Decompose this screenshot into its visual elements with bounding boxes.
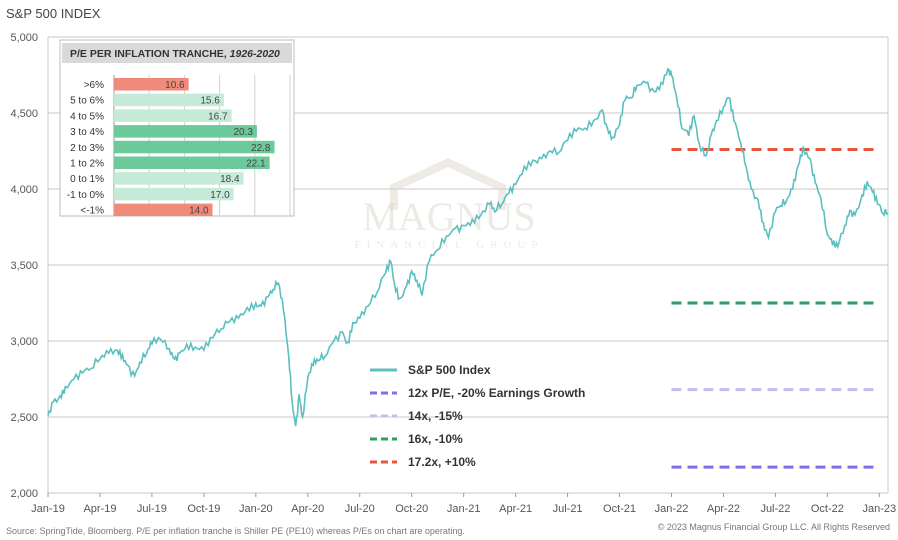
legend: S&P 500 Index 12x P/E, -20% Earnings Grow… <box>370 363 585 469</box>
inset-value-label: 22.8 <box>251 143 271 154</box>
y-axis: 2,000 2,500 3,000 3,500 4,000 4,500 5,000 <box>10 32 38 500</box>
watermark-logo: MAGNUS FINANCIAL GROUP <box>355 158 544 251</box>
inset-title-bg <box>62 43 292 63</box>
legend-label: 16x, -10% <box>408 432 463 446</box>
inset-bar <box>114 140 275 154</box>
inset-value-label: 15.6 <box>200 96 220 107</box>
y-gridlines <box>47 36 889 494</box>
x-tick-label: Oct-20 <box>395 503 428 515</box>
inset-value-label: 20.3 <box>233 127 253 138</box>
chart-title: S&P 500 INDEX <box>6 6 101 21</box>
y-tick-label: 4,500 <box>10 108 38 120</box>
legend-label: 17.2x, +10% <box>408 455 476 469</box>
x-tick-label: Jul-19 <box>137 503 167 515</box>
y-tick-label: 3,000 <box>10 336 38 348</box>
inset-bar <box>114 203 213 217</box>
inset-bar <box>114 172 244 185</box>
watermark-subtitle: FINANCIAL GROUP <box>355 239 544 251</box>
inset-category-label: 0 to 1% <box>70 174 104 185</box>
x-tick-label: Oct-19 <box>187 503 220 515</box>
source-note: Source: SpringTide, Bloomberg. P/E per i… <box>6 526 465 536</box>
inset-category-label: >6% <box>84 80 104 91</box>
inset-category-label: <-1% <box>80 206 104 217</box>
inset-title: P/E PER INFLATION TRANCHE, 1926-2020 <box>70 48 280 60</box>
y-tick-label: 4,000 <box>10 184 38 196</box>
x-tick-label: Jul-22 <box>760 503 790 515</box>
inset-bar <box>114 78 189 91</box>
inset-value-label: 16.7 <box>208 111 228 122</box>
inset-category-label: 5 to 6% <box>70 96 104 107</box>
inset-bar <box>114 109 232 122</box>
x-tick-label: Apr-21 <box>499 503 532 515</box>
inset-value-label: 14.0 <box>189 206 209 217</box>
valuation-lines <box>671 147 880 469</box>
inset-bar <box>114 156 270 169</box>
y-tick-label: 2,000 <box>10 488 38 500</box>
inset-category-label: -1 to 0% <box>67 190 104 201</box>
legend-label: S&P 500 Index <box>408 363 491 377</box>
x-tick-label: Oct-21 <box>603 503 636 515</box>
inset-category-label: 1 to 2% <box>70 159 104 170</box>
x-tick-label: Jan-20 <box>239 503 273 515</box>
y-tick-label: 5,000 <box>10 32 38 44</box>
x-tick-label: Oct-22 <box>811 503 844 515</box>
x-tick-label: Jul-21 <box>553 503 583 515</box>
inset-value-label: 22.1 <box>246 159 266 170</box>
y-tick-label: 3,500 <box>10 260 38 272</box>
watermark-name: MAGNUS <box>362 194 535 239</box>
inset-category-label: 4 to 5% <box>70 111 104 122</box>
x-tick-label: Apr-19 <box>83 503 116 515</box>
x-tick-label: Jul-20 <box>345 503 375 515</box>
inset-category-label: 3 to 4% <box>70 127 104 138</box>
x-tick-label: Jan-23 <box>863 503 897 515</box>
x-tick-label: Jan-21 <box>447 503 481 515</box>
legend-label: 14x, -15% <box>408 409 463 423</box>
inset-value-label: 18.4 <box>220 174 240 185</box>
x-tick-label: Jan-19 <box>31 503 65 515</box>
inset-bar <box>114 187 234 201</box>
sp500-series-line <box>47 67 889 427</box>
inset-value-label: 10.6 <box>165 80 185 91</box>
inset-category-label: 2 to 3% <box>70 143 104 154</box>
copyright: © 2023 Magnus Financial Group LLC. All R… <box>657 522 890 532</box>
legend-label: 12x P/E, -20% Earnings Growth <box>408 386 585 400</box>
inset-bar <box>114 93 224 107</box>
x-tick-label: Apr-22 <box>707 503 740 515</box>
inset-value-label: 17.0 <box>210 190 230 201</box>
y-tick-label: 2,500 <box>10 412 38 424</box>
x-axis: Jan-19 Apr-19 Jul-19 Oct-19 Jan-20 Apr-20 Jul-… <box>31 493 896 515</box>
x-tick-label: Jan-22 <box>655 503 689 515</box>
x-tick-label: Apr-20 <box>291 503 324 515</box>
pe-inflation-inset: P/E PER INFLATION TRANCHE, 1926-2020 >6% 1… <box>59 39 295 217</box>
inset-bar <box>114 125 257 138</box>
